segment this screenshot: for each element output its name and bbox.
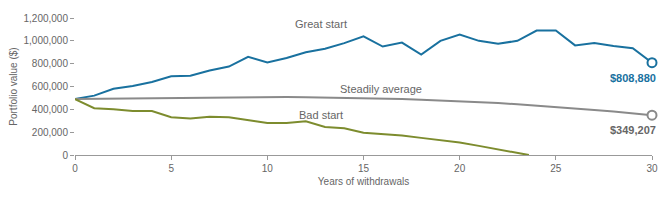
svg-text:20: 20	[454, 163, 466, 174]
svg-text:15: 15	[358, 163, 370, 174]
svg-text:400,000: 400,000	[32, 104, 69, 115]
svg-text:0: 0	[72, 163, 78, 174]
svg-text:0: 0	[62, 150, 68, 161]
svg-text:600,000: 600,000	[32, 81, 69, 92]
svg-text:Steadily average: Steadily average	[340, 83, 422, 95]
svg-text:Portfolio value ($): Portfolio value ($)	[8, 47, 19, 125]
svg-text:10: 10	[262, 163, 274, 174]
svg-text:1,000,000: 1,000,000	[24, 35, 69, 46]
svg-text:1,200,000: 1,200,000	[24, 13, 69, 24]
svg-text:30: 30	[646, 163, 658, 174]
svg-text:5: 5	[168, 163, 174, 174]
svg-text:25: 25	[550, 163, 562, 174]
svg-text:Years of withdrawals: Years of withdrawals	[318, 176, 409, 187]
svg-text:Bad start: Bad start	[299, 109, 343, 121]
svg-text:$349,207: $349,207	[610, 124, 656, 136]
svg-text:200,000: 200,000	[32, 127, 69, 138]
svg-text:$808,880: $808,880	[610, 72, 656, 84]
svg-text:Great start: Great start	[295, 18, 347, 30]
svg-text:800,000: 800,000	[32, 58, 69, 69]
